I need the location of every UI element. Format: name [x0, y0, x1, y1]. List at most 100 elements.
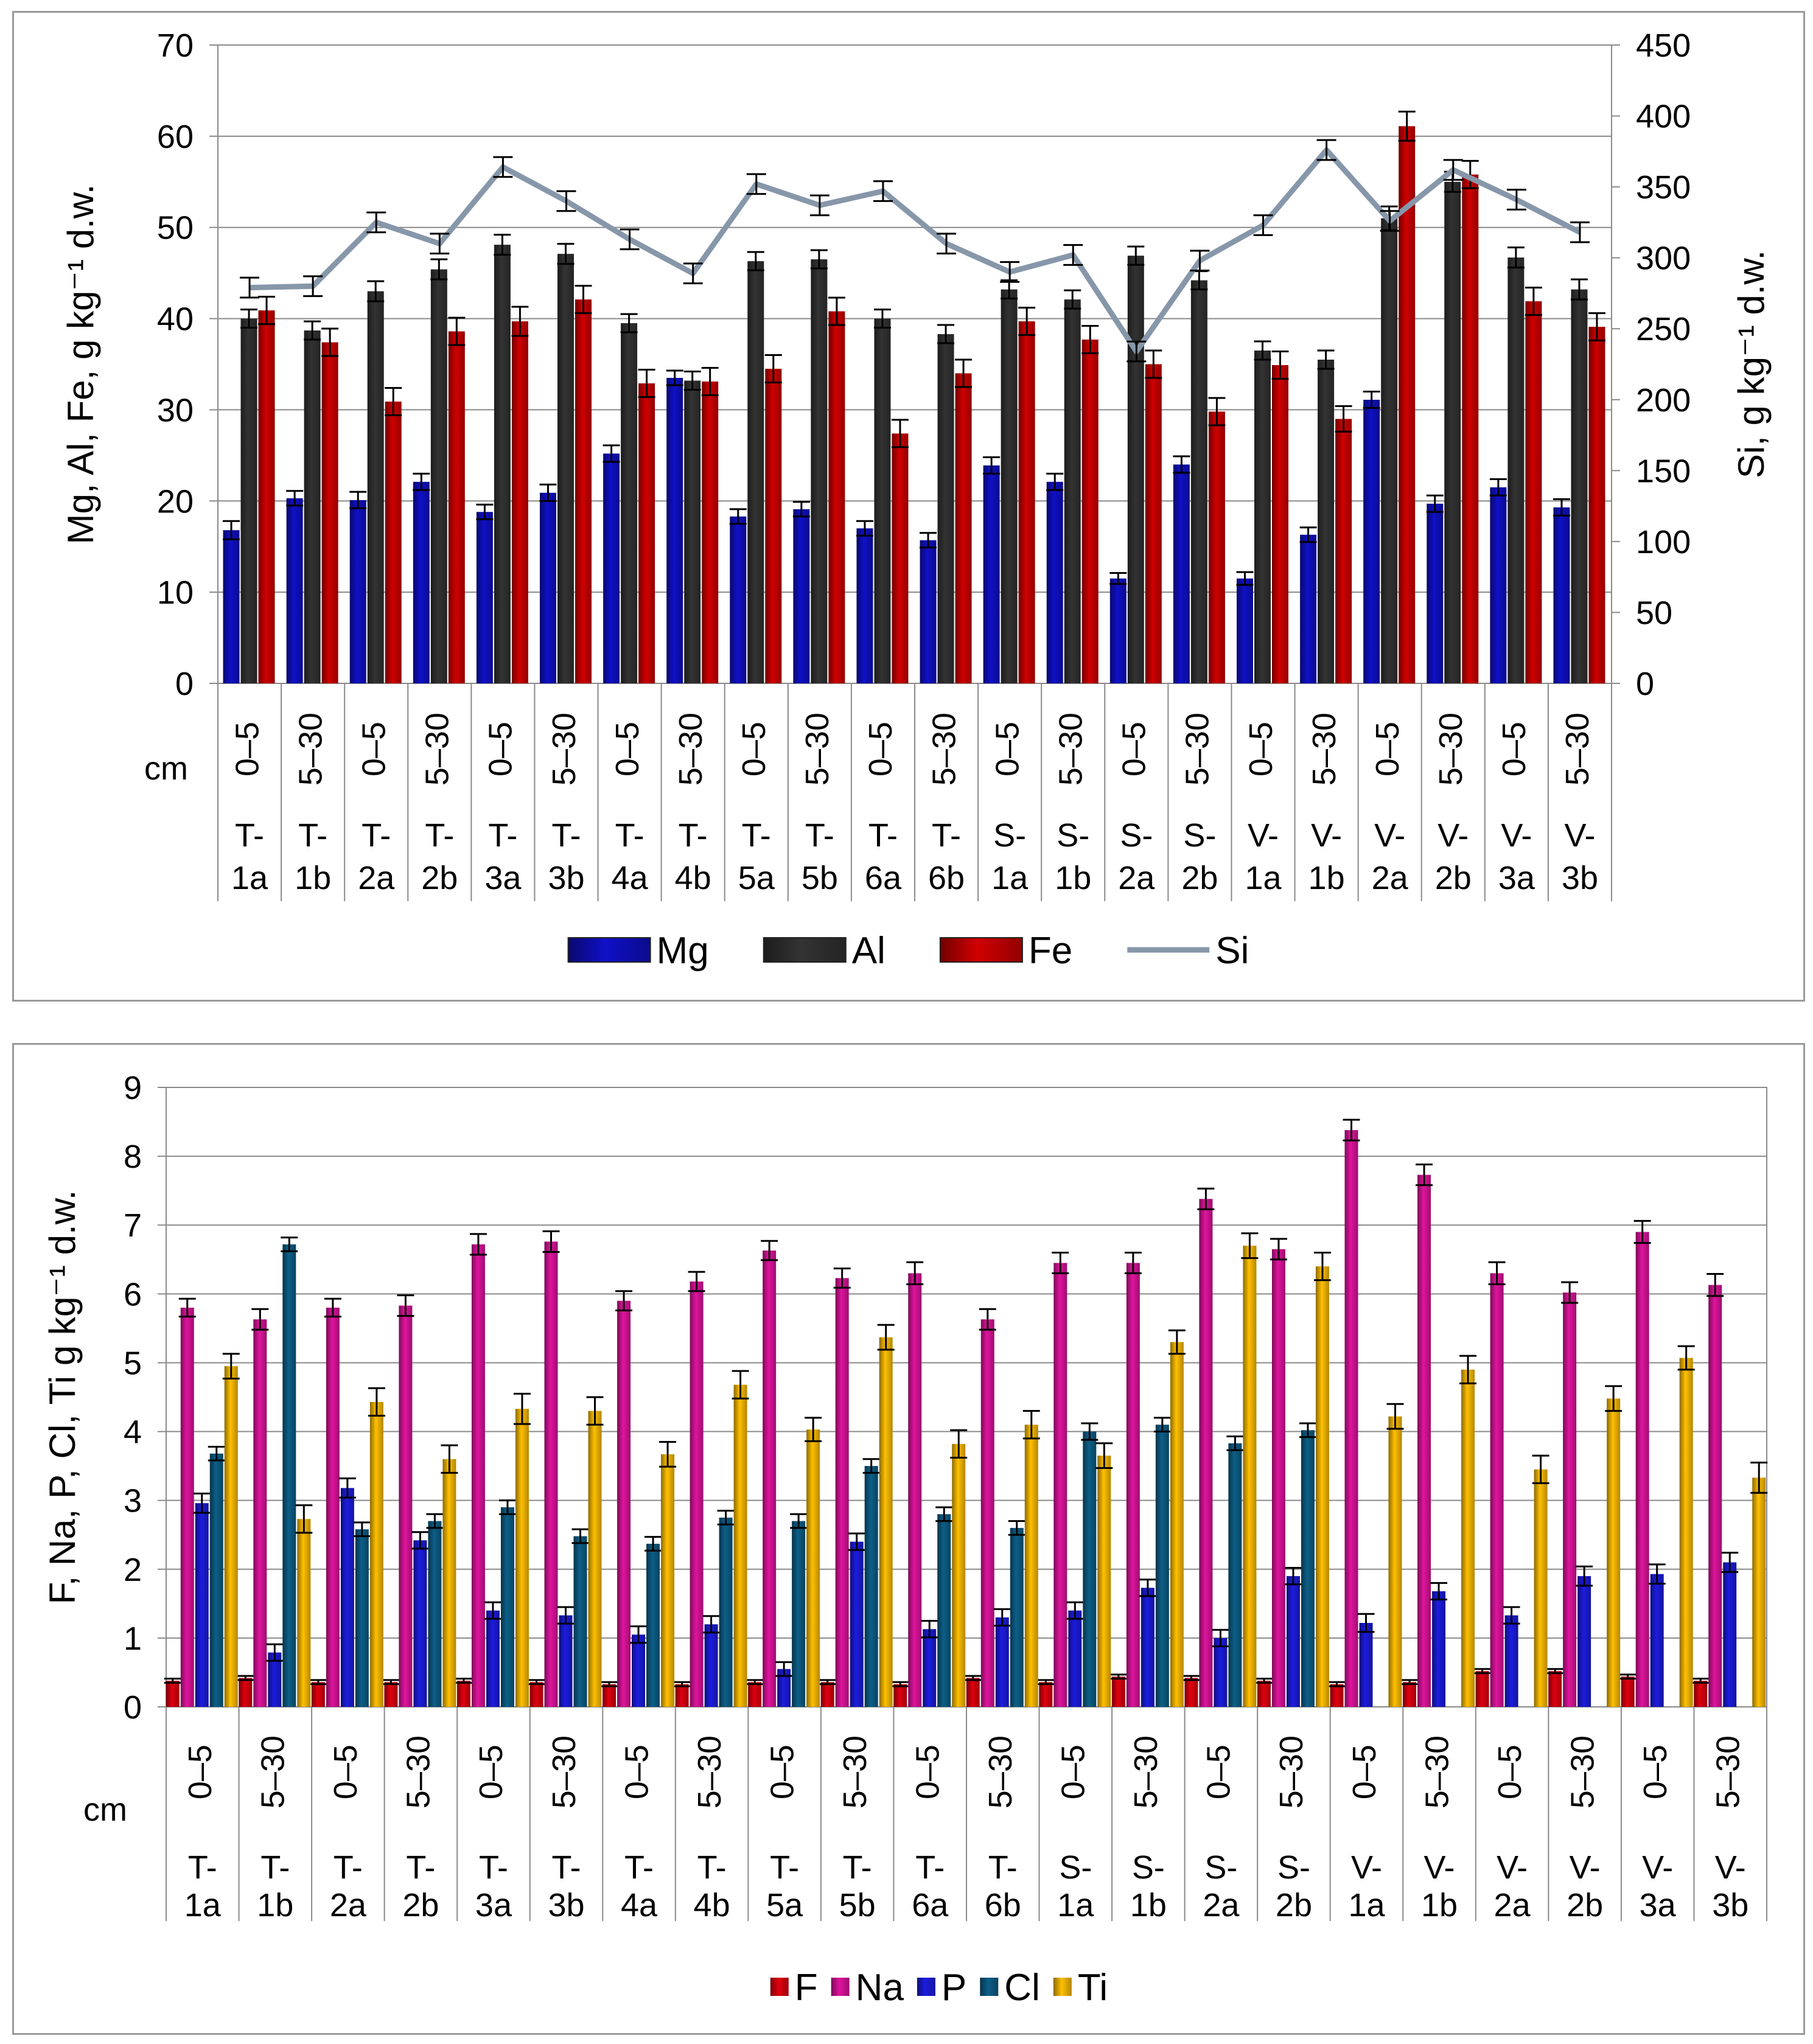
bar-p — [413, 1540, 427, 1707]
legend-label: Fe — [1029, 930, 1072, 972]
site-label-code: 1a — [991, 860, 1029, 896]
bar-na — [1344, 1130, 1358, 1707]
depth-label: 5–30 — [982, 1735, 1019, 1809]
bar-mg — [1237, 578, 1253, 683]
site-label-code: 2b — [1276, 1887, 1312, 1924]
bar-ti — [1170, 1342, 1184, 1707]
site-label-prefix: T- — [552, 1849, 581, 1886]
bar-f — [820, 1682, 834, 1707]
legend-item-al: Al — [763, 930, 886, 972]
depth-label: 0–5 — [1637, 1745, 1674, 1799]
bar-ti — [1461, 1369, 1475, 1707]
y2-tick-label: 50 — [1636, 595, 1672, 631]
legend-label: Na — [856, 1967, 904, 2009]
bar-p — [559, 1615, 573, 1707]
site-label-code: 3a — [1640, 1887, 1677, 1924]
bar-cl — [646, 1543, 660, 1707]
bar-na — [1417, 1174, 1431, 1707]
bar-fe — [1525, 301, 1542, 683]
bar-na — [399, 1305, 413, 1707]
y-tick-label: 10 — [157, 574, 194, 611]
site-label-prefix: T- — [406, 1849, 435, 1886]
site-label-prefix: S- — [1277, 1849, 1310, 1886]
bar-al — [1507, 257, 1525, 684]
site-label-prefix: T- — [679, 817, 708, 854]
y2-tick-label: 250 — [1636, 311, 1691, 347]
bar-cl — [1155, 1425, 1169, 1707]
bar-fe — [1145, 364, 1162, 683]
bar-p — [995, 1617, 1009, 1707]
bar-p — [1214, 1638, 1228, 1707]
bar-al — [494, 245, 511, 683]
depth-label: 5–30 — [1179, 713, 1216, 786]
bar-p — [340, 1488, 354, 1707]
depth-label: 5–30 — [837, 1735, 873, 1809]
bar-al — [1318, 360, 1335, 683]
bar-al — [1127, 256, 1144, 683]
bar-mg — [223, 530, 240, 683]
site-label-code: 1a — [231, 860, 268, 896]
y-tick-label: 8 — [124, 1139, 142, 1175]
site-label-prefix: V- — [1642, 1849, 1673, 1886]
bar-mg — [1363, 399, 1380, 683]
site-label-code: 1b — [1421, 1887, 1458, 1924]
site-label-prefix: V- — [1374, 817, 1405, 854]
bar-cl — [792, 1521, 806, 1707]
left-axis-title: Mg, Al, Fe, g kg⁻¹ d.w. — [60, 184, 101, 545]
site-label-prefix: T- — [479, 1849, 508, 1886]
bar-p — [268, 1652, 282, 1707]
bar-al — [874, 318, 891, 683]
depth-label: 0–5 — [618, 1745, 655, 1799]
bar-f — [1111, 1676, 1125, 1707]
depth-label: 5–30 — [1564, 1735, 1601, 1809]
bar-al — [240, 318, 257, 683]
bar-f — [384, 1682, 398, 1707]
site-label-prefix: T- — [805, 817, 834, 854]
depth-label: 0–5 — [483, 722, 519, 776]
bar-ti — [879, 1337, 893, 1707]
site-label-prefix: S- — [1057, 817, 1089, 854]
bar-f — [1403, 1682, 1417, 1707]
legend: Mg Al Fe Si — [567, 930, 1249, 972]
bar-f — [311, 1682, 325, 1707]
site-label-code: 2b — [402, 1887, 439, 1924]
site-label-prefix: V- — [1311, 817, 1342, 854]
depth-label: 0–5 — [909, 1745, 946, 1799]
bar-ti — [1752, 1477, 1766, 1707]
bar-mg — [413, 481, 430, 683]
y-tick-label: 6 — [124, 1276, 142, 1313]
site-label-prefix: T- — [915, 1849, 945, 1886]
legend-item-f: F — [770, 1967, 818, 2009]
bar-ti — [1679, 1358, 1693, 1707]
bar-f — [1257, 1681, 1271, 1707]
chart-major-elements: 0 10 20 30 40 50 60 70 0 50 100 150 200 250 300 350 400 4… — [60, 27, 1772, 972]
bar-p — [850, 1541, 864, 1707]
bar-na — [690, 1281, 704, 1707]
bar-fe — [385, 401, 402, 683]
y2-tick-label: 0 — [1636, 666, 1654, 702]
bar-f — [1548, 1671, 1562, 1707]
bar-cl — [1010, 1527, 1024, 1707]
depth-label: 5–30 — [691, 1735, 728, 1809]
bar-ti — [661, 1454, 675, 1707]
site-label-code: 1a — [1245, 860, 1282, 896]
bar-ti — [1388, 1416, 1402, 1707]
site-label-prefix: V- — [1437, 817, 1469, 854]
bar-p — [1504, 1615, 1518, 1707]
bar-al — [621, 323, 638, 683]
site-label-code: 3b — [548, 1887, 584, 1924]
site-label-prefix: T- — [868, 817, 898, 854]
site-label-code: 6b — [928, 860, 965, 896]
depth-label: 5–30 — [672, 713, 709, 786]
bar-ti — [442, 1459, 456, 1707]
bar-mg — [920, 540, 937, 683]
depth-label: 5–30 — [1559, 713, 1596, 786]
bar-fe — [1081, 340, 1099, 683]
depth-label: 0–5 — [1369, 722, 1406, 776]
site-label-prefix: S- — [1132, 1849, 1165, 1886]
bar-cl — [1228, 1443, 1242, 1707]
site-label-code: 1b — [1308, 860, 1345, 896]
depth-label: 5–30 — [546, 1735, 582, 1809]
depth-label: 5–30 — [1710, 1735, 1746, 1809]
site-label-code: 5b — [839, 1887, 876, 1924]
